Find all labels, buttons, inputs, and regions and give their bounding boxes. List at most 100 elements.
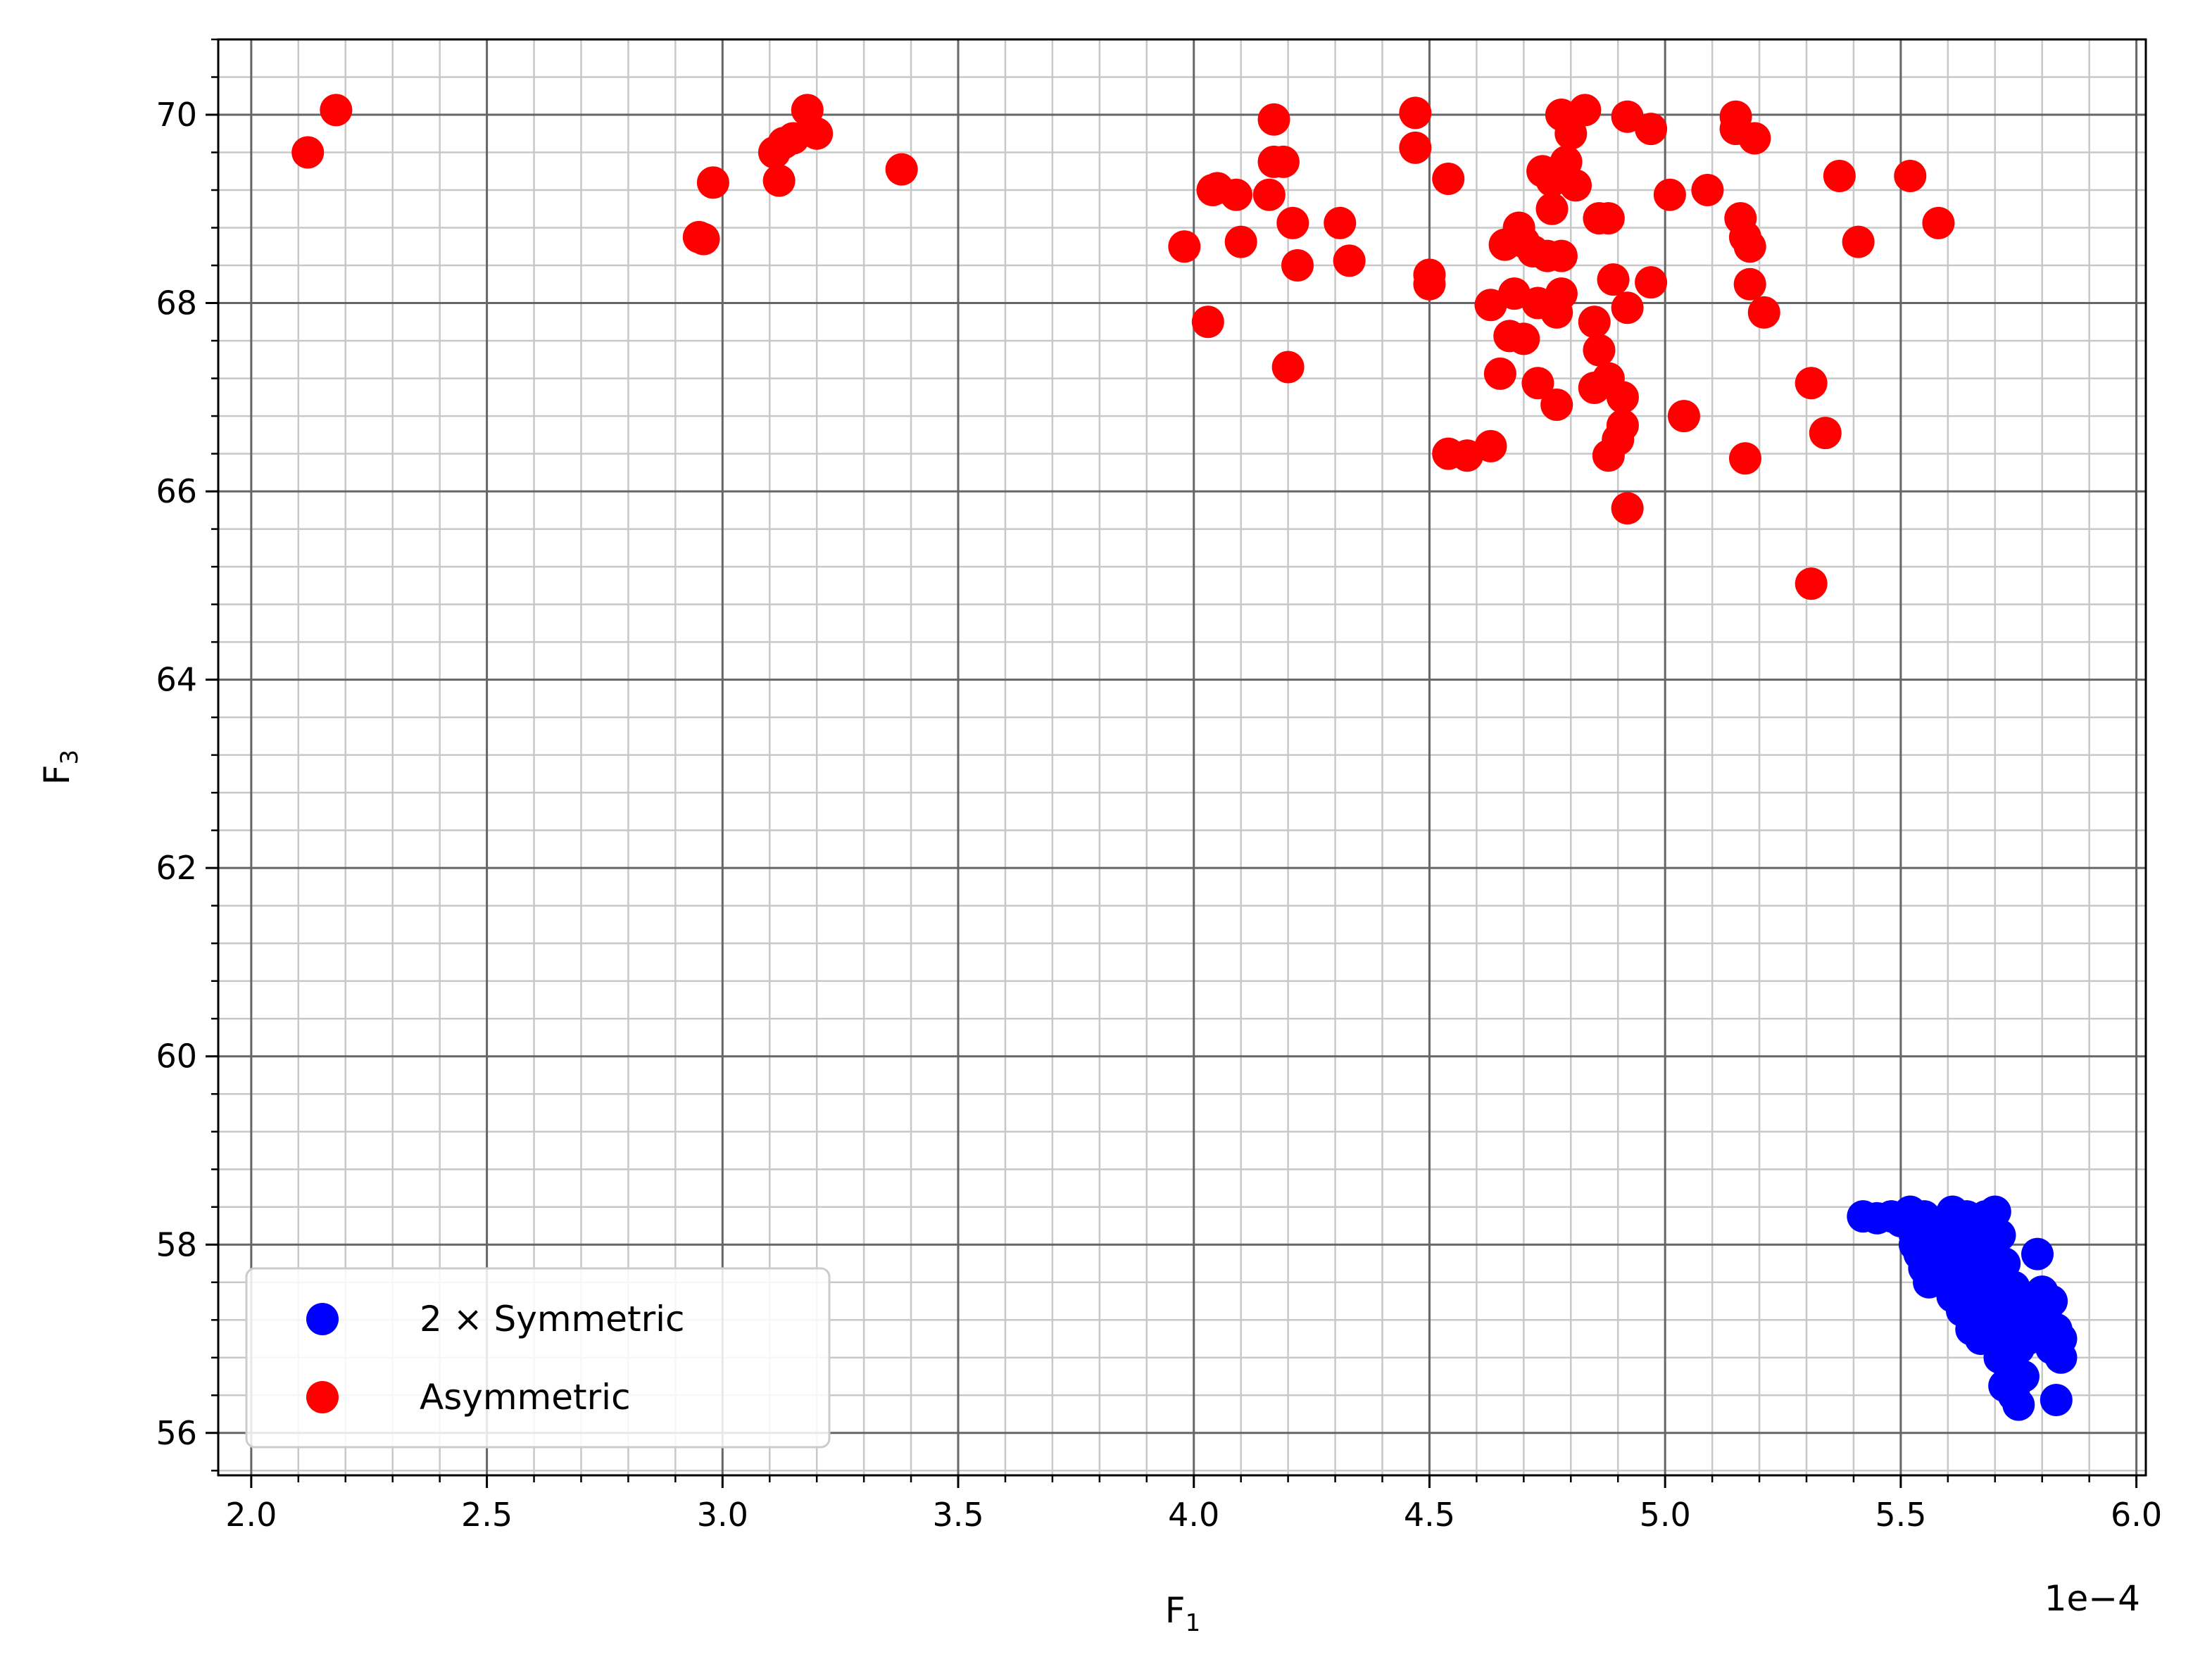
data-point bbox=[1540, 389, 1573, 422]
data-point bbox=[1583, 334, 1616, 367]
data-point bbox=[1738, 122, 1771, 155]
data-point bbox=[800, 117, 834, 150]
data-point bbox=[1281, 249, 1314, 282]
x-tick-label: 2.0 bbox=[225, 1496, 277, 1534]
data-point bbox=[762, 164, 796, 197]
data-point bbox=[1611, 492, 1644, 525]
data-point bbox=[320, 94, 353, 127]
data-point bbox=[696, 166, 729, 199]
data-point bbox=[1936, 1280, 1969, 1313]
data-point bbox=[1931, 1214, 1964, 1247]
y-tick-label: 66 bbox=[156, 472, 197, 510]
data-points bbox=[291, 94, 2078, 1421]
x-tick-label: 5.5 bbox=[1875, 1496, 1926, 1534]
data-point bbox=[1545, 277, 1578, 310]
legend-marker-symmetric bbox=[306, 1303, 339, 1335]
data-point bbox=[1271, 351, 1305, 384]
data-point bbox=[1168, 230, 1201, 263]
x-tick-label: 2.5 bbox=[461, 1496, 513, 1534]
data-point bbox=[2021, 1237, 2054, 1270]
data-point bbox=[1823, 159, 1856, 192]
data-point bbox=[1257, 103, 1290, 136]
data-point bbox=[1606, 381, 1639, 414]
x-tick-label: 6.0 bbox=[2111, 1496, 2162, 1534]
data-point bbox=[1597, 263, 1630, 296]
data-point bbox=[1535, 192, 1569, 225]
data-point bbox=[687, 222, 720, 256]
tick-labels: 2.0 2.5 3.0 3.5 4.0 4.5 5.0 5.5 6.0 56 58 60 62 64 66 6… bbox=[156, 96, 2162, 1534]
data-point bbox=[1267, 145, 1300, 178]
data-point bbox=[1611, 291, 1644, 324]
data-point bbox=[1483, 357, 1516, 390]
y-axis-label-subscript: 3 bbox=[56, 750, 84, 765]
y-tick-label: 60 bbox=[156, 1038, 197, 1076]
data-point bbox=[1333, 244, 1366, 277]
y-tick-label: 62 bbox=[156, 849, 197, 887]
data-point bbox=[1559, 169, 1592, 202]
y-tick-label: 70 bbox=[156, 96, 197, 134]
data-point bbox=[2044, 1323, 2078, 1356]
data-point bbox=[1252, 178, 1286, 211]
x-axis-label-main: F bbox=[1165, 1590, 1186, 1631]
axis-ticks bbox=[206, 38, 2138, 1488]
series-1-points bbox=[291, 94, 1955, 600]
data-point bbox=[1554, 117, 1588, 150]
legend: 2 × Symmetric Asymmetric bbox=[245, 1267, 831, 1449]
data-point bbox=[1545, 239, 1578, 272]
y-tick-label: 56 bbox=[156, 1414, 197, 1452]
data-point bbox=[1635, 266, 1668, 299]
data-point bbox=[1728, 442, 1761, 475]
data-point bbox=[1276, 206, 1309, 239]
data-point bbox=[1474, 429, 1507, 462]
data-point bbox=[1399, 131, 1432, 164]
plot-frame bbox=[217, 38, 2147, 1477]
x-axis-label: F1 bbox=[1165, 1590, 1200, 1637]
data-point bbox=[1635, 113, 1668, 146]
data-point bbox=[1667, 400, 1700, 433]
data-point bbox=[291, 136, 325, 169]
data-point bbox=[1960, 1299, 1993, 1332]
data-point bbox=[1399, 96, 1432, 130]
legend-marker-asymmetric bbox=[306, 1381, 339, 1413]
y-axis-label-main: F bbox=[37, 764, 77, 785]
data-point bbox=[1224, 225, 1257, 258]
x-tick-label: 3.0 bbox=[697, 1496, 748, 1534]
data-point bbox=[1569, 94, 1602, 127]
data-point bbox=[1795, 367, 1828, 400]
data-point bbox=[1898, 1228, 1931, 1261]
legend-label-symmetric: 2 × Symmetric bbox=[420, 1299, 685, 1339]
data-point bbox=[1578, 305, 1611, 339]
data-point bbox=[1733, 230, 1766, 263]
data-point bbox=[1413, 267, 1446, 301]
data-point bbox=[1733, 267, 1766, 301]
data-point bbox=[1507, 322, 1540, 355]
data-point bbox=[885, 153, 918, 186]
y-tick-label: 64 bbox=[156, 661, 197, 699]
data-point bbox=[1795, 567, 1828, 600]
data-point bbox=[1747, 296, 1780, 329]
data-point bbox=[1809, 417, 1842, 450]
x-tick-label: 4.0 bbox=[1168, 1496, 1219, 1534]
data-point bbox=[1653, 178, 1686, 211]
data-point bbox=[2040, 1383, 2073, 1416]
x-tick-label: 3.5 bbox=[932, 1496, 984, 1534]
data-point bbox=[1894, 159, 1927, 192]
data-point bbox=[1913, 1266, 1946, 1299]
data-point bbox=[2006, 1360, 2040, 1393]
y-tick-label: 58 bbox=[156, 1225, 197, 1263]
major-grid bbox=[218, 39, 2146, 1475]
data-point bbox=[1606, 409, 1639, 442]
data-point bbox=[1324, 206, 1357, 239]
x-tick-label: 4.5 bbox=[1404, 1496, 1455, 1534]
y-axis-label: F3 bbox=[37, 750, 84, 785]
x-tick-label: 5.0 bbox=[1640, 1496, 1691, 1534]
data-point bbox=[1997, 1270, 2030, 1304]
data-point bbox=[1592, 202, 1625, 235]
x-axis-label-subscript: 1 bbox=[1186, 1609, 1201, 1637]
data-point bbox=[1842, 225, 1875, 258]
data-point bbox=[2002, 1388, 2035, 1421]
legend-box bbox=[245, 1267, 831, 1449]
data-point bbox=[1691, 174, 1724, 207]
series-0-points bbox=[1847, 1195, 2078, 1421]
